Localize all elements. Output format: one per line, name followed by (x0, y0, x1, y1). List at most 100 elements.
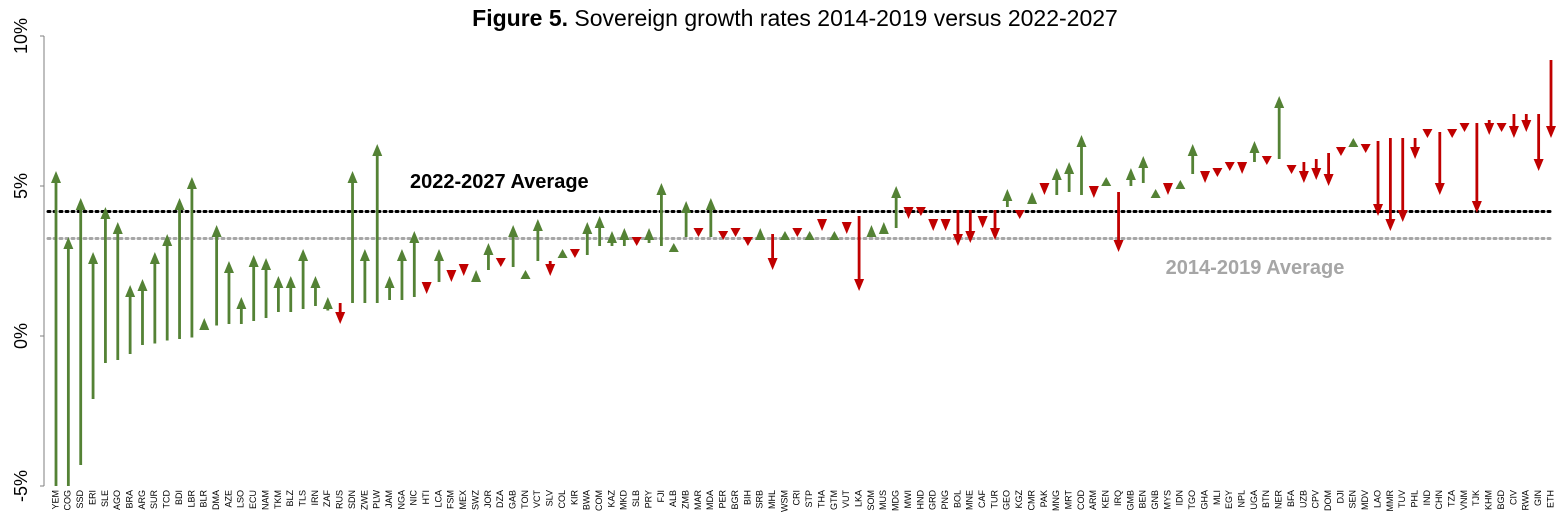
arrow (1484, 120, 1495, 135)
arrow (891, 186, 902, 228)
arrow (693, 228, 704, 237)
x-tick-label: BGR (730, 490, 740, 510)
chart-title: Figure 5. Sovereign growth rates 2014-20… (472, 5, 1118, 31)
arrow (162, 234, 173, 341)
x-tick-label: TZA (1447, 490, 1457, 507)
x-tick-label: LBR (186, 490, 196, 508)
x-tick-label: MAR (693, 490, 703, 511)
arrow (965, 210, 976, 243)
arrow (569, 249, 580, 258)
x-tick-label: LSO (236, 490, 246, 508)
x-tick-label: FSM (446, 490, 456, 509)
arrow (1088, 186, 1099, 198)
arrow (718, 231, 729, 240)
x-tick-label: STP (804, 490, 814, 508)
arrow (915, 207, 926, 216)
x-tick-label: KEN (1101, 490, 1111, 509)
arrow (1508, 114, 1519, 138)
x-tick-label: ECU (248, 490, 258, 509)
x-tick-label: COD (1076, 490, 1086, 511)
arrow (495, 258, 506, 267)
arrow (1471, 123, 1482, 213)
x-tick-label: CMR (1026, 490, 1036, 511)
arrow (384, 276, 395, 300)
x-tick-label: MMR (1385, 490, 1395, 512)
x-tick-label: VUT (841, 489, 851, 508)
x-tick-label: MDA (705, 490, 715, 510)
x-tick-label: SLB (631, 490, 641, 507)
arrow (100, 207, 111, 363)
arrow (1064, 162, 1075, 192)
x-tick-label: ZMB (680, 490, 690, 509)
x-tick-label: NGA (396, 490, 406, 510)
arrow (606, 231, 617, 246)
x-tick-label: GTM (829, 490, 839, 510)
x-tick-label: NIC (409, 490, 419, 506)
x-tick-label: GRD (928, 490, 938, 511)
arrow (767, 234, 778, 270)
x-tick-label: BRA (125, 490, 135, 509)
x-tick-label: MRT (1064, 490, 1074, 510)
arrow (298, 249, 309, 309)
x-tick-label: VNM (1459, 490, 1469, 510)
arrow (310, 276, 321, 306)
x-tick-label: ZAF (322, 489, 332, 507)
arrow (88, 252, 99, 399)
arrow (211, 225, 222, 326)
x-tick-label: UGA (1249, 490, 1259, 510)
arrow (174, 198, 185, 339)
x-tick-label: DOM (1323, 490, 1333, 511)
arrow (1175, 180, 1186, 189)
arrow (1200, 171, 1211, 183)
arrow (1335, 147, 1346, 156)
y-tick-label: 10% (11, 18, 31, 54)
x-tick-label: YEM (50, 490, 60, 510)
x-tick-label: SEN (1348, 490, 1358, 509)
arrow (236, 297, 247, 324)
x-tick-label: CRI (792, 490, 802, 506)
arrow (520, 270, 531, 279)
x-tick-label: DZA (495, 490, 505, 508)
arrow (903, 207, 914, 219)
x-tick-label: BDI (174, 490, 184, 505)
x-tick-label: PHL (1409, 490, 1419, 508)
x-tick-label: ETH (1545, 490, 1555, 508)
x-tick-label: EGY (1224, 490, 1234, 509)
x-tick-label: SSD (75, 490, 85, 509)
x-tick-label: MLI (1212, 490, 1222, 505)
x-tick-label: GMB (1125, 490, 1135, 511)
x-tick-label: SOM (866, 490, 876, 511)
arrow (322, 297, 333, 311)
x-tick-label: DMA (211, 490, 221, 510)
arrow (483, 243, 494, 270)
arrow (1286, 165, 1297, 174)
x-tick-label: TCD (162, 490, 172, 509)
arrow (804, 231, 815, 240)
x-tick-label: PER (718, 490, 728, 509)
arrow (829, 231, 840, 240)
x-tick-label: ERI (87, 490, 97, 505)
x-tick-label: BTN (1261, 490, 1271, 508)
arrow (1373, 141, 1384, 216)
x-tick-label: AZE (223, 490, 233, 508)
average-label: 2014-2019 Average (1166, 257, 1345, 279)
x-tick-label: JOR (483, 489, 493, 508)
x-tick-label: IND (1422, 490, 1432, 506)
arrow (990, 210, 1001, 240)
arrow (866, 225, 877, 237)
x-tick-label: PRY (643, 490, 653, 508)
arrow (532, 219, 543, 261)
arrow (1397, 138, 1408, 222)
x-tick-label: AGO (112, 490, 122, 510)
arrow (619, 228, 630, 246)
x-tick-label: GAB (508, 490, 518, 509)
arrow (409, 231, 420, 297)
arrow (928, 219, 939, 231)
x-tick-label: SWZ (470, 490, 480, 510)
arrow (1459, 123, 1470, 132)
arrow (137, 279, 148, 345)
x-tick-label: GIN (1533, 490, 1543, 506)
x-tick-label: PLW (372, 490, 382, 509)
y-tick-label: 0% (11, 323, 31, 349)
x-tick-label: TLS (297, 490, 307, 507)
